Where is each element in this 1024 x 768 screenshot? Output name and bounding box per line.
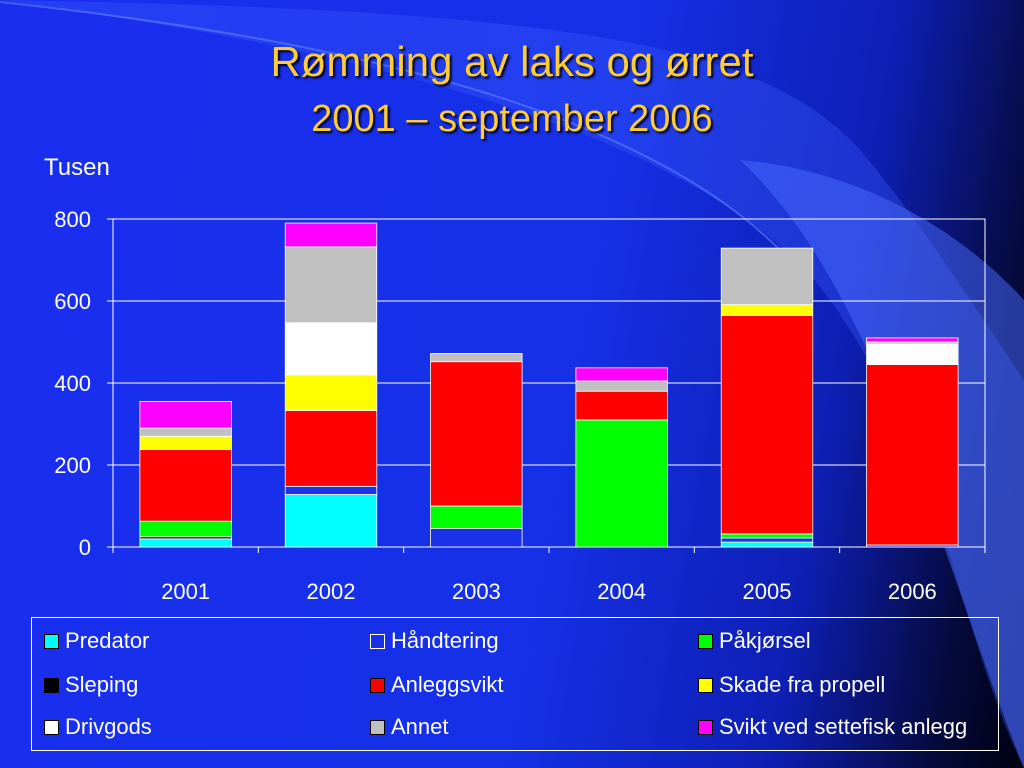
bar-segment — [720, 533, 814, 539]
bar-segment — [720, 304, 814, 316]
bar-segment — [139, 538, 232, 548]
bar-segment — [139, 401, 232, 429]
bar-segment — [139, 427, 232, 437]
legend-item: Drivgods — [44, 714, 152, 740]
bar-segment — [430, 505, 523, 529]
y-tick-label: 400 — [54, 371, 91, 396]
y-tick-label: 600 — [54, 289, 91, 314]
x-tick-label: 2002 — [307, 579, 356, 604]
legend-swatch — [44, 677, 59, 693]
legend-item: Håndtering — [370, 628, 499, 654]
bar-segment — [720, 314, 814, 535]
chart-subtitle: 2001 – september 2006 — [311, 98, 713, 140]
bar-segment — [575, 390, 668, 421]
legend-label: Anleggsvikt — [391, 672, 504, 697]
legend-label: Predator — [65, 628, 150, 653]
legend-item: Anleggsvikt — [370, 672, 504, 698]
legend-label: Drivgods — [65, 714, 152, 739]
bar-segment — [720, 541, 814, 548]
bar-segment — [284, 494, 378, 548]
x-tick-label: 2005 — [743, 579, 792, 604]
legend-swatch — [370, 633, 385, 649]
x-tick-label: 2006 — [888, 579, 937, 604]
legend-swatch — [698, 633, 713, 649]
legend-label: Annet — [391, 714, 449, 739]
legend-swatch — [370, 719, 385, 735]
bar-segment — [430, 353, 523, 363]
bar-segment — [430, 361, 523, 507]
bar-segment — [720, 247, 814, 306]
legend-swatch — [44, 633, 59, 649]
x-tick-label: 2001 — [161, 579, 210, 604]
bar-segment — [866, 364, 959, 546]
legend-label: Skade fra propell — [719, 672, 886, 697]
bar-segment — [284, 410, 378, 487]
legend-item: Skade fra propell — [698, 672, 885, 698]
bar-segment — [575, 419, 668, 548]
bar-segment — [284, 222, 378, 248]
bar-segment — [430, 528, 523, 548]
x-tick-label: 2004 — [597, 579, 646, 604]
bar-segment — [139, 435, 232, 450]
bar-segment — [139, 449, 232, 522]
bar-segment — [866, 337, 959, 343]
legend-label: Svikt ved settefisk anlegg — [719, 714, 968, 739]
legend-label: Påkjørsel — [719, 628, 811, 653]
bar-segment — [575, 380, 668, 392]
legend-swatch — [698, 677, 713, 693]
y-tick-label: 800 — [54, 207, 91, 232]
legend-item: Svikt ved settefisk anlegg — [698, 714, 967, 740]
plot-area: 0 200 400 600 800 2001 2002 2003 2004 2005 2006 — [54, 207, 986, 604]
bar-segment — [284, 485, 378, 495]
legend-label: Sleping — [65, 672, 139, 697]
bar-segment — [284, 246, 378, 324]
legend-swatch — [698, 719, 713, 735]
bar-segment — [284, 322, 378, 376]
legend-item: Annet — [370, 714, 449, 740]
legend-item: Predator — [44, 628, 149, 654]
legend-swatch — [370, 677, 385, 693]
legend-label: Håndtering — [391, 628, 499, 653]
legend-swatch — [44, 719, 59, 735]
chart-title: Rømming av laks og ørret — [270, 38, 754, 85]
y-axis-unit-label: Tusen — [44, 154, 110, 181]
bar-segment — [139, 520, 232, 538]
y-tick-label: 0 — [79, 535, 91, 560]
bar-segment — [866, 343, 959, 365]
bar-segment — [720, 537, 814, 543]
legend: Predator Håndtering Påkjørsel Sleping Anlegg… — [31, 617, 999, 751]
bar-segment — [284, 374, 378, 411]
y-tick-label: 200 — [54, 453, 91, 478]
legend-item: Påkjørsel — [698, 628, 811, 654]
legend-item: Sleping — [44, 672, 138, 698]
x-tick-label: 2003 — [452, 579, 501, 604]
bar-segment — [575, 367, 668, 382]
